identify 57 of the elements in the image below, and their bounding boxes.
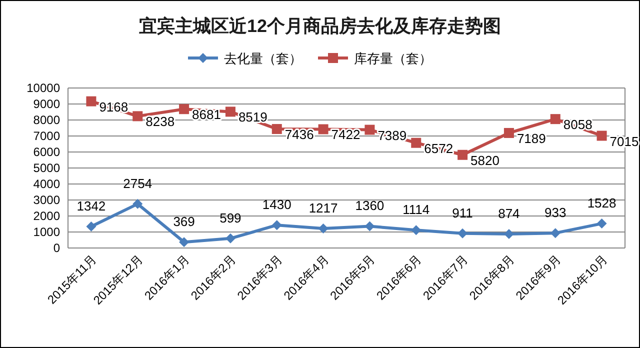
y-tick-label: 9000 xyxy=(33,97,60,111)
y-tick-label: 3000 xyxy=(33,193,60,207)
data-label: 8681 xyxy=(192,107,221,122)
chart-title: 宜宾主城区近12个月商品房去化及库存走势图 xyxy=(138,16,502,36)
point xyxy=(550,114,560,124)
y-tick-label: 10000 xyxy=(26,81,60,95)
data-label: 599 xyxy=(220,210,242,226)
y-tick-label: 8000 xyxy=(33,113,60,127)
data-label: 1430 xyxy=(262,197,292,212)
data-label: 5820 xyxy=(470,152,500,168)
y-tick-label: 1000 xyxy=(33,225,60,239)
y-tick-label: 0 xyxy=(53,241,60,255)
data-label: 874 xyxy=(498,206,520,222)
data-label: 7015 xyxy=(610,134,639,149)
point xyxy=(458,228,468,238)
point xyxy=(225,233,236,244)
y-tick-label: 4000 xyxy=(33,177,60,191)
data-label: 369 xyxy=(173,214,195,230)
point xyxy=(411,138,422,148)
point xyxy=(86,96,96,106)
data-label: 911 xyxy=(452,205,473,220)
y-tick-label: 5000 xyxy=(33,161,60,175)
point xyxy=(596,130,607,141)
legend-label: 去化量（套） xyxy=(224,51,302,66)
legend-label: 库存量（套） xyxy=(354,51,432,66)
point xyxy=(179,237,190,248)
y-tick-label: 7000 xyxy=(33,129,60,143)
point xyxy=(179,104,190,114)
point xyxy=(132,111,143,122)
point xyxy=(86,222,96,232)
data-label: 7422 xyxy=(331,127,360,142)
data-label: 1360 xyxy=(355,198,384,214)
data-label: 7189 xyxy=(516,130,546,146)
data-label: 1342 xyxy=(76,198,106,214)
data-label: 1217 xyxy=(308,200,338,216)
y-tick-label: 2000 xyxy=(33,209,60,223)
point xyxy=(504,229,514,240)
point xyxy=(364,221,375,232)
data-label: 1114 xyxy=(402,202,430,218)
y-tick-label: 6000 xyxy=(33,145,60,159)
point xyxy=(504,128,514,138)
point xyxy=(596,218,607,229)
point xyxy=(225,106,236,117)
data-label: 2754 xyxy=(123,176,152,191)
data-label: 933 xyxy=(544,205,566,220)
point xyxy=(318,224,328,234)
point xyxy=(318,124,328,134)
data-label: 1528 xyxy=(587,196,616,211)
point xyxy=(272,220,282,230)
point xyxy=(364,124,375,135)
point xyxy=(272,124,282,134)
data-label: 7436 xyxy=(284,127,314,142)
point xyxy=(458,150,468,160)
point xyxy=(550,228,560,238)
point xyxy=(411,225,422,236)
data-label: 8238 xyxy=(146,114,175,130)
point xyxy=(132,198,143,209)
